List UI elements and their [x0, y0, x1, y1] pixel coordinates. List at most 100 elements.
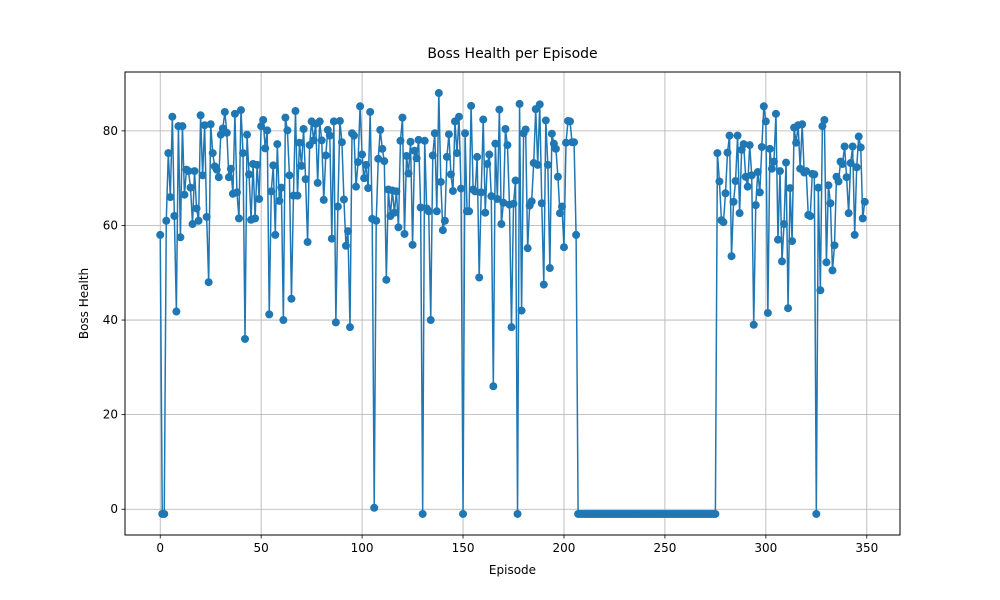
point-marker — [313, 178, 322, 187]
y-tick-label: 60 — [103, 218, 118, 232]
point-marker — [543, 160, 552, 169]
point-marker — [172, 307, 181, 316]
point-marker — [850, 230, 859, 239]
point-marker — [194, 216, 203, 225]
point-marker — [828, 266, 837, 275]
point-marker — [394, 223, 403, 232]
point-marker — [446, 170, 455, 179]
point-marker — [769, 157, 778, 166]
point-marker — [846, 159, 855, 168]
point-marker — [511, 176, 520, 185]
point-marker — [442, 152, 451, 161]
point-marker — [539, 280, 548, 289]
point-marker — [838, 159, 847, 168]
point-marker — [424, 207, 433, 216]
point-marker — [747, 171, 756, 180]
point-marker — [352, 182, 361, 191]
point-marker — [448, 186, 457, 195]
point-marker — [798, 120, 807, 129]
point-marker — [232, 188, 241, 197]
point-marker — [816, 286, 825, 295]
point-marker — [493, 194, 502, 203]
point-marker — [553, 172, 562, 181]
point-marker — [434, 89, 443, 98]
point-marker — [814, 183, 823, 192]
point-marker — [457, 184, 466, 193]
point-marker — [404, 169, 413, 178]
point-marker — [848, 142, 857, 151]
point-marker — [826, 199, 835, 208]
point-marker — [509, 199, 518, 208]
point-marker — [196, 111, 205, 120]
point-marker — [412, 154, 421, 163]
point-marker — [198, 171, 207, 180]
point-marker — [234, 214, 243, 223]
point-marker — [570, 138, 579, 147]
point-marker — [773, 235, 782, 244]
point-marker — [477, 188, 486, 197]
ticks: 0 50 100 150 200 250 300 350 0 20 40 60 80 — [103, 124, 879, 555]
point-marker — [238, 149, 247, 158]
point-marker — [315, 117, 324, 126]
point-marker — [711, 509, 720, 518]
point-marker — [341, 241, 350, 250]
point-marker — [362, 160, 371, 169]
point-marker — [426, 316, 435, 325]
point-marker — [440, 216, 449, 225]
point-marker — [757, 142, 766, 151]
point-marker — [408, 240, 417, 249]
point-marker — [535, 100, 544, 109]
point-marker — [275, 196, 284, 205]
point-marker — [719, 218, 728, 227]
point-marker — [192, 204, 201, 213]
point-marker — [786, 184, 795, 193]
point-marker — [501, 124, 510, 133]
point-marker — [390, 208, 399, 217]
point-marker — [541, 116, 550, 125]
point-marker — [265, 310, 274, 319]
point-marker — [436, 177, 445, 186]
point-marker — [325, 131, 334, 140]
point-marker — [374, 154, 383, 163]
point-marker — [479, 115, 488, 124]
x-tick-label: 150 — [452, 541, 475, 555]
point-marker — [327, 234, 336, 243]
point-marker — [824, 181, 833, 190]
point-marker — [178, 122, 187, 131]
point-marker — [376, 125, 385, 134]
point-marker — [345, 323, 354, 332]
point-marker — [788, 237, 797, 246]
plot — [156, 89, 869, 518]
point-marker — [749, 320, 758, 329]
point-marker — [176, 233, 185, 242]
y-tick-label: 0 — [110, 502, 118, 516]
point-marker — [206, 120, 215, 129]
x-tick-label: 0 — [156, 541, 164, 555]
point-marker — [279, 316, 288, 325]
point-marker — [856, 143, 865, 152]
point-marker — [860, 197, 869, 206]
point-marker — [370, 503, 379, 512]
point-marker — [170, 212, 179, 221]
x-tick-label: 200 — [553, 541, 576, 555]
point-marker — [818, 122, 827, 131]
point-marker — [430, 129, 439, 138]
point-marker — [545, 264, 554, 273]
y-tick-label: 40 — [103, 313, 118, 327]
point-marker — [214, 173, 223, 182]
point-marker — [261, 144, 270, 153]
point-marker — [255, 194, 264, 203]
point-marker — [784, 304, 793, 313]
x-axis-label: Episode — [489, 563, 536, 577]
point-marker — [331, 318, 340, 327]
point-marker — [792, 138, 801, 147]
point-marker — [226, 164, 235, 173]
point-marker — [273, 140, 282, 149]
point-marker — [220, 107, 229, 116]
point-marker — [204, 278, 213, 287]
point-marker — [555, 209, 564, 218]
point-marker — [775, 167, 784, 176]
point-marker — [354, 158, 363, 167]
point-marker — [317, 136, 326, 145]
point-marker — [414, 135, 423, 144]
